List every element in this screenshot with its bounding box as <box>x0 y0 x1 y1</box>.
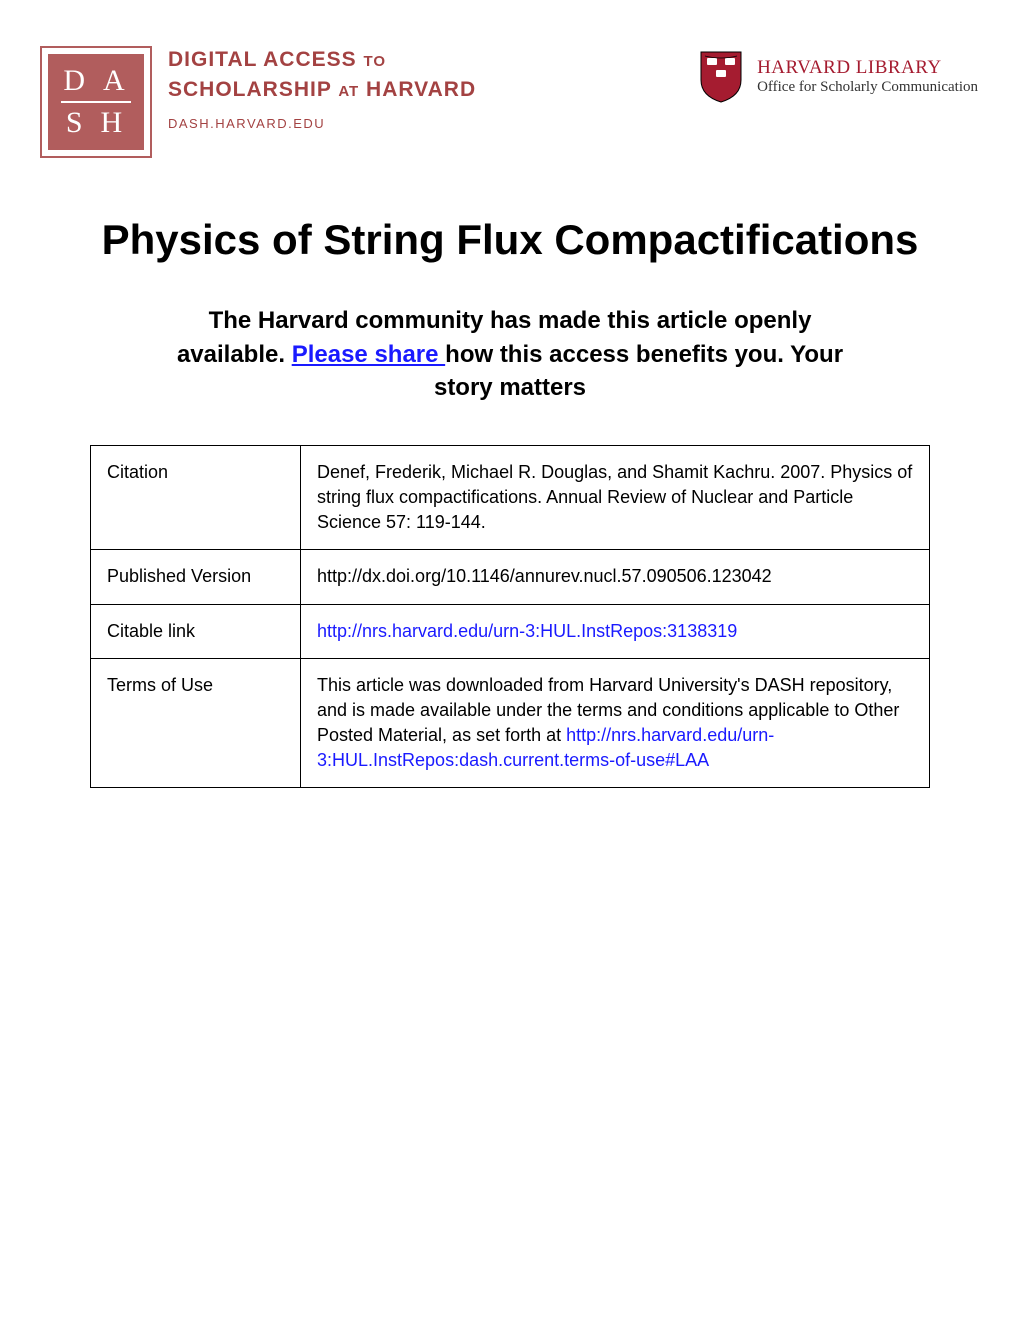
dash-logo-divider <box>61 101 131 103</box>
harvard-office-label: Office for Scholarly Communication <box>757 79 978 96</box>
dash-text-block: DIGITAL ACCESS TO SCHOLARSHIP AT HARVARD… <box>168 48 476 131</box>
dash-logo-letter: S <box>66 105 87 141</box>
document-title: Physics of String Flux Compactifications <box>42 216 978 264</box>
table-row: Citable link http://nrs.harvard.edu/urn-… <box>91 604 930 658</box>
dash-tagline-1: DIGITAL ACCESS TO <box>168 48 476 72</box>
terms-label: Terms of Use <box>91 658 301 788</box>
published-version-label: Published Version <box>91 550 301 604</box>
page-header: D A S H DIGITAL ACCESS TO SCHOLARSHIP AT… <box>42 48 978 156</box>
table-row: Citation Denef, Frederik, Michael R. Dou… <box>91 445 930 550</box>
terms-value: This article was downloaded from Harvard… <box>301 658 930 788</box>
citable-link-value: http://nrs.harvard.edu/urn-3:HUL.InstRep… <box>301 604 930 658</box>
open-access-statement: The Harvard community has made this arti… <box>160 304 860 405</box>
dash-logo-letter: A <box>103 63 129 99</box>
please-share-link[interactable]: Please share <box>292 341 445 368</box>
citable-link-label: Citable link <box>91 604 301 658</box>
harvard-shield-icon <box>697 48 745 104</box>
harvard-text-block: HARVARD LIBRARY Office for Scholarly Com… <box>757 57 978 96</box>
citation-label: Citation <box>91 445 301 550</box>
published-version-value: http://dx.doi.org/10.1146/annurev.nucl.5… <box>301 550 930 604</box>
dash-branding: D A S H DIGITAL ACCESS TO SCHOLARSHIP AT… <box>42 48 476 156</box>
dash-logo: D A S H <box>42 48 150 156</box>
dash-logo-letter: D <box>63 63 89 99</box>
table-row: Terms of Use This article was downloaded… <box>91 658 930 788</box>
subtitle-part2: how this access benefits you. Your story… <box>434 341 843 402</box>
harvard-library-label: HARVARD LIBRARY <box>757 57 978 79</box>
metadata-table: Citation Denef, Frederik, Michael R. Dou… <box>90 445 930 789</box>
dash-url: DASH.HARVARD.EDU <box>168 116 476 131</box>
citation-value: Denef, Frederik, Michael R. Douglas, and… <box>301 445 930 550</box>
dash-logo-letter: H <box>101 105 127 141</box>
citable-link[interactable]: http://nrs.harvard.edu/urn-3:HUL.InstRep… <box>317 621 737 641</box>
table-row: Published Version http://dx.doi.org/10.1… <box>91 550 930 604</box>
dash-tagline-2: SCHOLARSHIP AT HARVARD <box>168 78 476 102</box>
harvard-branding: HARVARD LIBRARY Office for Scholarly Com… <box>697 48 978 104</box>
